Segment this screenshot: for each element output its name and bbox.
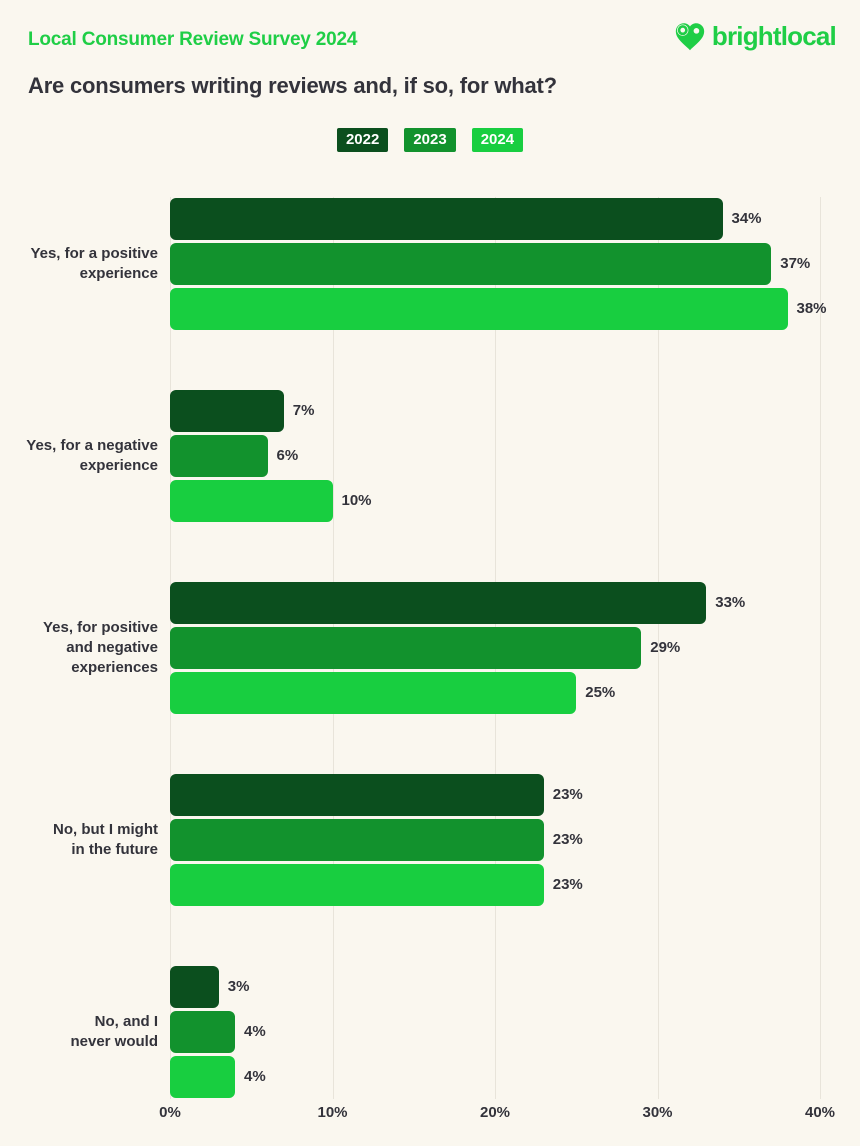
category-label: Yes, for a negative experience — [26, 437, 158, 474]
category-label: No, and I never would — [70, 1013, 158, 1050]
bar-value-label: 37% — [780, 255, 811, 272]
bar-value-label: 23% — [552, 876, 583, 893]
bar-value-label: 6% — [276, 447, 299, 464]
bar-2023-category-5 — [170, 1011, 235, 1053]
bar-value-label: 4% — [244, 1023, 266, 1040]
bar-2024-category-5 — [170, 1056, 235, 1098]
legend: 2022 2023 2024 — [0, 128, 860, 152]
bar-value-label: 33% — [715, 594, 746, 611]
bar-value-label: 23% — [552, 786, 583, 803]
gridline — [820, 197, 821, 1099]
bar-value-label: 25% — [585, 684, 616, 701]
bar-value-label: 34% — [731, 210, 762, 227]
x-axis-tick-label: 40% — [804, 1104, 836, 1121]
brightlocal-pin-icon — [673, 20, 707, 53]
bar-2022-category-3 — [170, 582, 707, 624]
survey-title: Local Consumer Review Survey 2024 — [28, 29, 358, 50]
bar-2023-category-2 — [170, 435, 268, 477]
x-axis-tick-label: 0% — [159, 1104, 181, 1121]
bar-value-label: 23% — [552, 831, 583, 848]
bar-2022-category-5 — [170, 966, 219, 1008]
bar-value-label: 3% — [227, 978, 250, 995]
category-label: No, but I might in the future — [53, 821, 158, 858]
bar-2023-category-1 — [170, 243, 772, 285]
category-label: Yes, for a positive experience — [30, 245, 158, 282]
x-axis-tick-label: 20% — [479, 1104, 511, 1121]
bar-value-label: 7% — [292, 402, 315, 419]
legend-item-2022: 2022 — [336, 128, 389, 152]
chart-title: Are consumers writing reviews and, if so… — [28, 73, 557, 98]
chart-area: 0% 10% 20% 30% 40% Yes, for a positive experi… — [0, 197, 860, 1146]
bar-2024-category-1 — [170, 288, 788, 330]
bar-value-label: 4% — [244, 1068, 266, 1085]
bar-value-label: 10% — [341, 492, 372, 509]
category-label: Yes, for positive and negative experienc… — [42, 619, 158, 676]
bar-2024-category-2 — [170, 480, 333, 522]
bar-2024-category-3 — [170, 672, 577, 714]
x-axis-tick-label: 30% — [642, 1104, 673, 1121]
bar-2023-category-4 — [170, 819, 544, 861]
bar-value-label: 38% — [796, 300, 827, 317]
bar-2022-category-2 — [170, 390, 284, 432]
gridline — [657, 197, 659, 1099]
brightlocal-logo-text: brightlocal — [711, 21, 837, 51]
bar-2024-category-4 — [170, 864, 544, 906]
bar-value-label: 29% — [650, 639, 681, 656]
legend-item-2024: 2024 — [471, 128, 524, 152]
legend-item-2023: 2023 — [404, 128, 456, 152]
bar-2023-category-3 — [170, 627, 642, 669]
bar-2022-category-4 — [170, 774, 544, 816]
bar-2022-category-1 — [170, 198, 723, 240]
x-axis-tick-label: 10% — [317, 1104, 348, 1121]
brightlocal-logo: brightlocal — [673, 20, 837, 53]
